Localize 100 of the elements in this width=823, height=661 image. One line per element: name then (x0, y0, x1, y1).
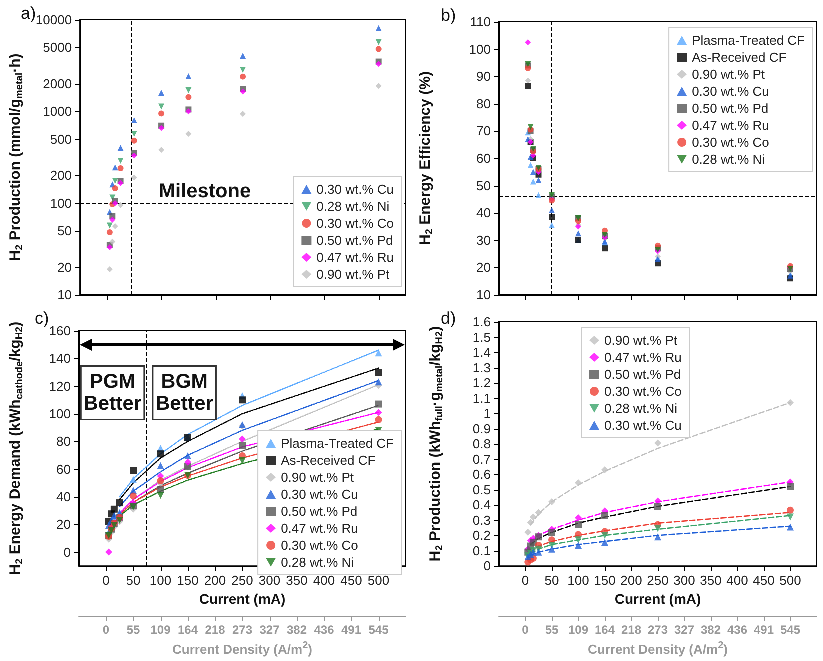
x2-tick-label: 327 (674, 623, 695, 638)
y-tick-label: 100 (469, 42, 491, 57)
y-axis-title: H2 Production (mmol/gmetal·h) (7, 54, 26, 262)
x2-tick-label: 436 (314, 623, 335, 638)
x2-tick-label: 218 (205, 623, 226, 638)
y-tick-label: 140 (49, 351, 71, 366)
y-tick-label: 1.3 (472, 360, 491, 376)
x2-tick-label: 55 (545, 623, 559, 638)
y-tick-label: 100 (50, 196, 72, 211)
x-tick-label: 0 (522, 573, 530, 588)
y-tick-label: 80 (56, 434, 71, 450)
y-axis-title: H2 Energy Demand (kWhcathode/kgH2) (7, 322, 26, 576)
y-tick-label: 120 (49, 378, 71, 394)
chart-title: b) (441, 6, 456, 25)
y-tick-label: 40 (476, 206, 491, 221)
y-tick-label: 0 (484, 558, 491, 574)
y-tick-label: 1.5 (472, 330, 491, 345)
y-tick-label: 0.8 (472, 436, 491, 452)
y-tick-label: 0.3 (472, 512, 491, 528)
x-tick-label: 350 (700, 573, 722, 588)
legend-label: 0.30 wt.% Co (692, 135, 770, 150)
legend-label: Plasma-Treated CF (281, 436, 394, 451)
x-tick-label: 250 (647, 573, 669, 588)
y-tick-label: 2000 (43, 76, 72, 92)
legend-label: 0.30 wt.% Cu (692, 84, 770, 99)
y-tick-label: 1.1 (472, 390, 491, 406)
x-tick-label: 50 (544, 573, 560, 588)
legend-label: As-Received CF (281, 453, 376, 468)
legend-label: As-Received CF (692, 50, 787, 65)
legend-label: 0.90 wt.% Pt (281, 470, 354, 485)
x-axis-title: Current (mA) (614, 591, 702, 607)
y-tick-label: 5000 (43, 40, 72, 56)
x2-tick-label: 491 (754, 623, 774, 638)
annotation: Milestone (158, 180, 252, 202)
y-tick-label: 0.4 (472, 498, 491, 513)
x-tick-label: 100 (150, 573, 172, 588)
x2-tick-label: 164 (178, 623, 198, 638)
y-tick-label: 40 (56, 489, 71, 504)
x-tick-label: 300 (674, 573, 696, 588)
chart-title: a) (21, 4, 36, 23)
y-tick-label: 0 (64, 544, 71, 560)
y-tick-label: 1.4 (472, 345, 491, 360)
x2-tick-label: 273 (232, 623, 253, 638)
x-tick-label: 400 (313, 573, 336, 588)
text: H2 Production (kWhfull·gmetal/kgH2) (427, 326, 446, 562)
x2-tick-label: 273 (648, 623, 668, 638)
x2-tick-label: 545 (780, 623, 801, 638)
x2-tick-label: 491 (341, 623, 362, 638)
legend-label: 0.30 wt.% Cu (316, 182, 394, 197)
y-tick-label: 90 (476, 69, 491, 84)
x2-tick-label: 382 (700, 623, 722, 638)
y-tick-label: 1.2 (472, 376, 491, 391)
x-tick-label: 200 (204, 573, 226, 588)
y-tick-label: 70 (476, 124, 491, 139)
y-tick-label: 100 (49, 406, 71, 422)
x-tick-label: 400 (726, 573, 748, 588)
legend-label: 0.30 wt.% Co (604, 384, 682, 399)
y-tick-label: 20 (476, 260, 491, 276)
x2-tick-label: 164 (594, 623, 616, 638)
x-tick-label: 200 (620, 573, 642, 588)
legend-label: 0.30 wt.% Cu (281, 487, 358, 502)
legend-label: 0.50 wt.% Pd (692, 101, 769, 116)
y-tick-label: 0.1 (472, 543, 491, 558)
x-tick-label: 150 (594, 573, 616, 588)
x-tick-label: 150 (177, 573, 199, 588)
y-tick-label: 0.6 (472, 467, 491, 482)
y-tick-label: 20 (56, 517, 71, 532)
annotation: PGM Better (84, 371, 142, 415)
x-tick-label: 500 (780, 573, 802, 588)
legend-label: 0.50 wt.% Pd (281, 504, 358, 519)
x-tick-label: 350 (286, 573, 308, 588)
legend-label: 0.90 wt.% Pt (604, 333, 678, 348)
y-tick-label: 1.6 (472, 314, 491, 330)
legend-label: 0.90 wt.% Pt (316, 267, 390, 282)
x2-tick-label: 436 (727, 623, 748, 638)
y-tick-label: 10 (58, 288, 72, 302)
y-tick-label: 0.7 (472, 452, 491, 467)
chart-title: c) (35, 309, 50, 328)
x-tick-label: 450 (753, 573, 775, 588)
chart-title: d) (441, 309, 456, 328)
legend-label: 0.90 wt.% Pt (692, 67, 766, 82)
x-tick-label: 450 (340, 573, 362, 588)
x2-tick-label: 545 (368, 623, 390, 638)
legend-label: 0.47 wt.% Ru (316, 250, 394, 265)
legend-label: 0.47 wt.% Ru (604, 350, 682, 365)
legend-label: 0.30 wt.% Cu (604, 418, 682, 433)
y-tick-label: 1 (484, 406, 491, 422)
x2-tick-label: 382 (286, 623, 308, 638)
x2-tick-label: 218 (621, 623, 642, 638)
y-tick-label: 0.9 (472, 421, 491, 436)
annotation: BGM Better (156, 371, 214, 415)
y-tick-label: 0.2 (472, 528, 491, 544)
x2-tick-label: 109 (150, 623, 172, 638)
y-tick-label: 160 (49, 324, 71, 338)
y-tick-label: 60 (56, 462, 71, 477)
legend-label: 0.50 wt.% Pd (316, 233, 394, 248)
legend-label: 0.28 wt.% Ni (316, 199, 390, 214)
y-tick-label: 80 (476, 96, 491, 112)
legend-label: 0.47 wt.% Ru (281, 521, 358, 536)
x2-tick-label: 327 (260, 623, 280, 638)
